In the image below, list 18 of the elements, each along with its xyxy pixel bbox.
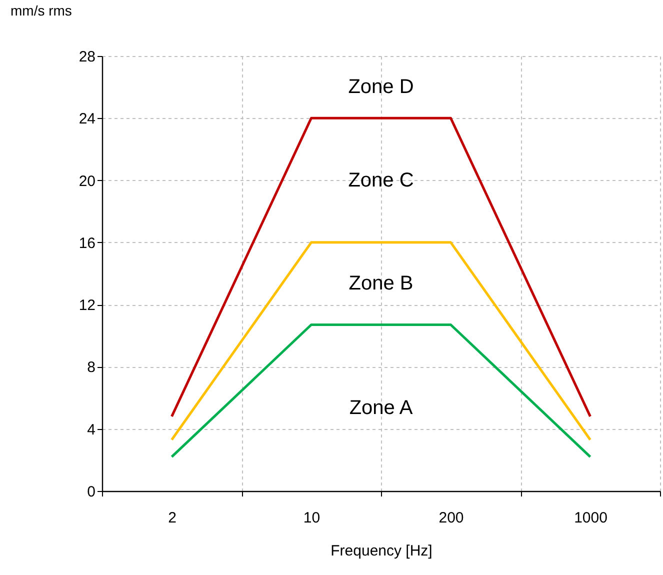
x-axis-title: Frequency [Hz] [330,542,432,560]
y-tick-label: 24 [78,110,96,128]
y-tick-label: 4 [87,421,96,438]
y-tick-label: 28 [78,48,96,66]
y-tick-label: 8 [87,359,96,376]
y-tick-label: 16 [78,234,96,252]
y-tick-label: 20 [78,172,96,190]
y-tick-label: 0 [87,484,96,500]
annotation: Zone C [348,169,414,192]
annotation: Zone B [348,272,414,295]
annotation: Zone D [348,76,414,98]
y-axis-title: mm/s rms [10,2,72,18]
y-tick-label: 12 [78,297,96,314]
x-tick-label: 10 [303,510,320,526]
x-tick-label: 2 [168,510,176,526]
x-tick-label: 1000 [574,510,608,526]
annotation: Zone A [349,396,414,419]
x-tick-label: 200 [438,510,464,526]
